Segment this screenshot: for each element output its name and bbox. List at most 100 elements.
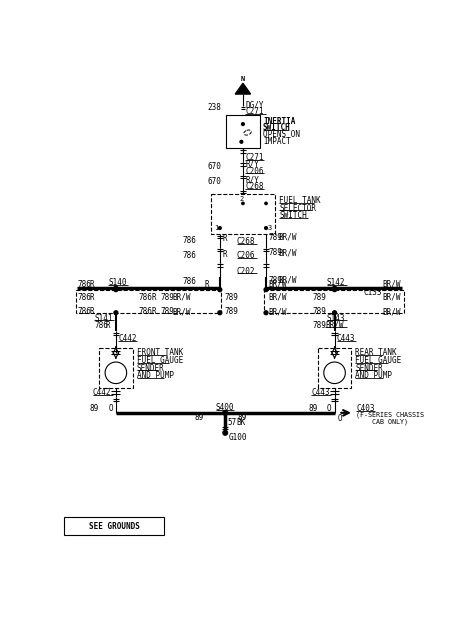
Bar	[318, 348, 352, 388]
Circle shape	[333, 311, 337, 315]
Text: BR/W: BR/W	[383, 293, 401, 302]
Text: OPENS ON: OPENS ON	[263, 130, 300, 139]
Text: R/Y: R/Y	[245, 175, 259, 184]
Text: C442: C442	[118, 334, 137, 344]
Text: O: O	[327, 404, 331, 413]
Circle shape	[264, 311, 268, 315]
Text: BR/W: BR/W	[383, 307, 401, 317]
Text: BR/W: BR/W	[278, 248, 297, 257]
Circle shape	[240, 141, 243, 143]
Text: BR/W: BR/W	[173, 293, 191, 302]
Circle shape	[264, 288, 268, 292]
Text: 89: 89	[309, 404, 318, 413]
Text: R: R	[105, 321, 109, 329]
Text: DG/Y: DG/Y	[245, 101, 264, 109]
Text: R/Y: R/Y	[245, 160, 259, 168]
Text: FUEL GAUGE: FUEL GAUGE	[137, 356, 183, 365]
Text: 786: 786	[139, 307, 153, 317]
Text: BK: BK	[236, 418, 245, 426]
Text: 789: 789	[268, 233, 282, 242]
Text: C206: C206	[245, 167, 264, 176]
Text: R: R	[222, 250, 227, 259]
Text: S143: S143	[327, 313, 346, 323]
Text: C443: C443	[311, 388, 330, 397]
Text: M: M	[332, 368, 337, 378]
Text: R: R	[90, 280, 94, 289]
Text: BR/W: BR/W	[173, 307, 191, 317]
Text: 789: 789	[161, 307, 174, 317]
Text: R: R	[90, 293, 94, 302]
Text: 786: 786	[77, 307, 91, 317]
Text: BR/W: BR/W	[278, 276, 297, 285]
Text: 789: 789	[225, 307, 238, 317]
Text: 786: 786	[94, 321, 108, 329]
Text: O: O	[108, 404, 113, 413]
Text: R: R	[151, 293, 156, 302]
Text: AND PUMP: AND PUMP	[356, 371, 392, 380]
Text: BR/W: BR/W	[268, 280, 287, 289]
Text: FUEL GAUGE: FUEL GAUGE	[356, 356, 401, 365]
Circle shape	[333, 286, 337, 290]
Circle shape	[324, 362, 346, 384]
Text: C442: C442	[93, 388, 111, 397]
Text: 1: 1	[214, 225, 218, 231]
Text: 789: 789	[161, 293, 174, 302]
Text: C268: C268	[245, 182, 264, 191]
Text: 670: 670	[208, 162, 221, 171]
Text: 57: 57	[228, 418, 237, 426]
Text: 670: 670	[208, 177, 221, 186]
Circle shape	[264, 226, 267, 230]
Circle shape	[218, 311, 222, 315]
Circle shape	[105, 362, 127, 384]
Text: 789: 789	[313, 307, 327, 317]
Circle shape	[114, 288, 118, 292]
Text: INERTIA: INERTIA	[263, 117, 295, 125]
Text: R: R	[90, 307, 94, 317]
Ellipse shape	[244, 130, 251, 135]
Text: C268: C268	[237, 238, 255, 246]
Text: R: R	[222, 234, 227, 243]
Text: C202: C202	[237, 267, 255, 276]
Text: 786: 786	[183, 251, 197, 260]
Text: BR/W: BR/W	[268, 307, 287, 317]
Text: 789: 789	[313, 293, 327, 302]
Bar	[99, 348, 133, 388]
Circle shape	[242, 202, 244, 205]
Text: 789: 789	[268, 276, 282, 285]
Text: N: N	[241, 76, 245, 81]
Text: 789: 789	[313, 321, 327, 329]
Text: BR/W: BR/W	[268, 293, 287, 302]
Text: SEE GROUNDS: SEE GROUNDS	[89, 521, 140, 531]
Text: S142: S142	[327, 278, 346, 287]
Text: G100: G100	[229, 433, 247, 442]
Bar	[210, 194, 275, 234]
Text: FRONT TANK: FRONT TANK	[137, 348, 183, 357]
Bar	[64, 517, 164, 536]
Text: BR/W: BR/W	[278, 233, 297, 242]
Text: 786: 786	[183, 278, 197, 286]
Text: C271: C271	[245, 152, 264, 162]
Text: REAR TANK: REAR TANK	[356, 348, 397, 357]
Circle shape	[114, 286, 118, 290]
Text: (F-SERIES CHASSIS: (F-SERIES CHASSIS	[356, 412, 424, 418]
Text: 89: 89	[194, 413, 204, 422]
Bar	[226, 115, 260, 148]
Text: C206: C206	[237, 251, 255, 260]
Text: C403: C403	[356, 404, 374, 413]
Text: SELECTOR: SELECTOR	[279, 204, 316, 212]
Text: SENDER: SENDER	[356, 363, 383, 373]
Text: BR/W: BR/W	[383, 280, 401, 289]
Text: 2: 2	[240, 196, 244, 202]
Text: SWITCH: SWITCH	[263, 123, 291, 133]
Text: C443: C443	[337, 334, 356, 344]
Text: S400: S400	[216, 403, 235, 412]
Text: FUEL TANK: FUEL TANK	[279, 196, 321, 205]
Text: 786: 786	[183, 236, 197, 245]
Text: 3: 3	[267, 225, 272, 231]
Text: M: M	[113, 368, 119, 378]
Circle shape	[219, 226, 221, 230]
Text: SENDER: SENDER	[137, 363, 164, 373]
Text: SWITCH: SWITCH	[279, 211, 307, 220]
Bar	[264, 289, 404, 313]
Polygon shape	[235, 83, 251, 94]
